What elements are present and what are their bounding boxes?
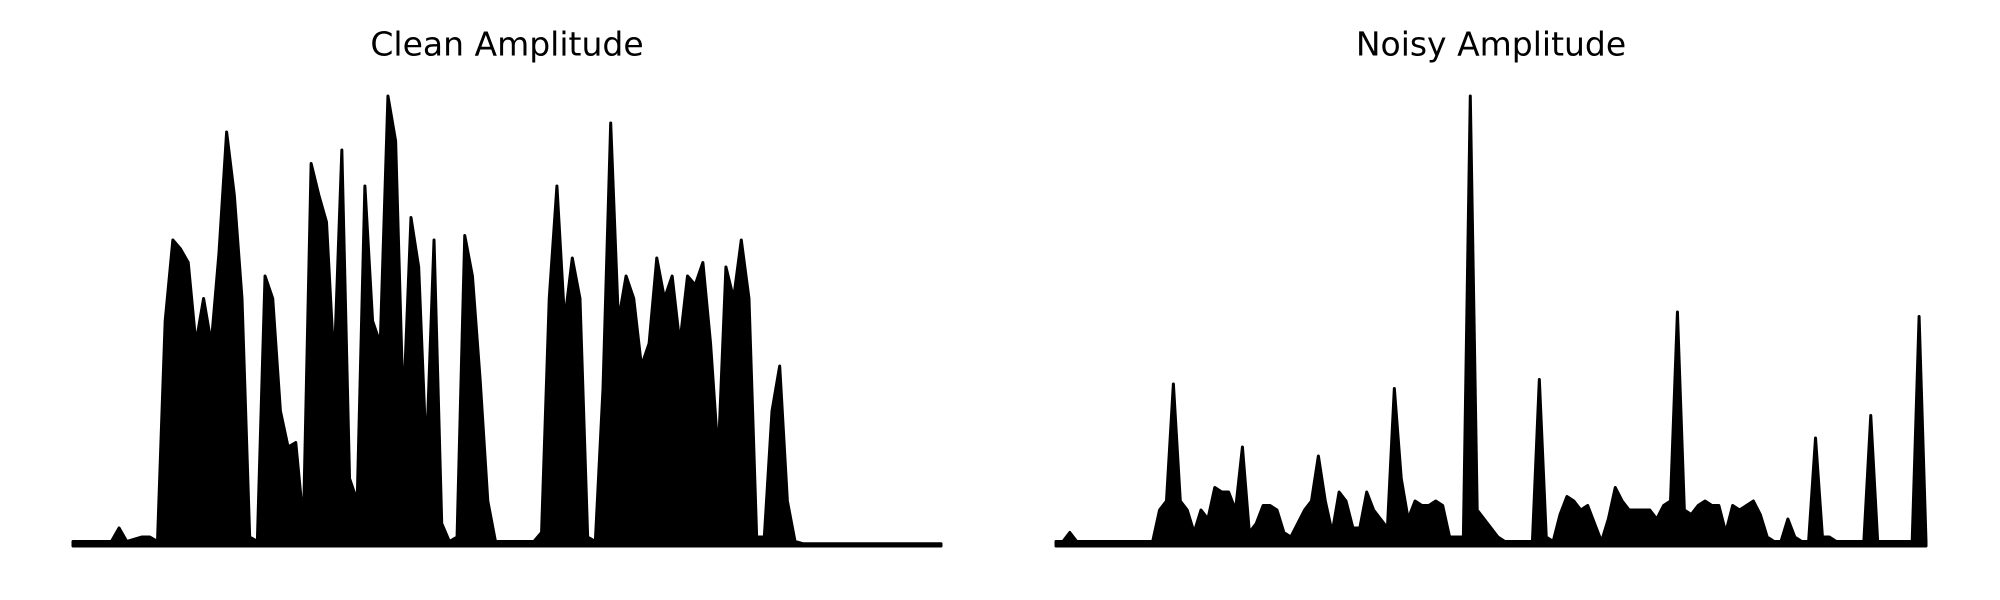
amplitude-area — [1054, 94, 1928, 548]
amplitude-area — [71, 94, 943, 548]
chart-title: Clean Amplitude — [370, 25, 643, 64]
chart-title: Noisy Amplitude — [1356, 25, 1626, 64]
